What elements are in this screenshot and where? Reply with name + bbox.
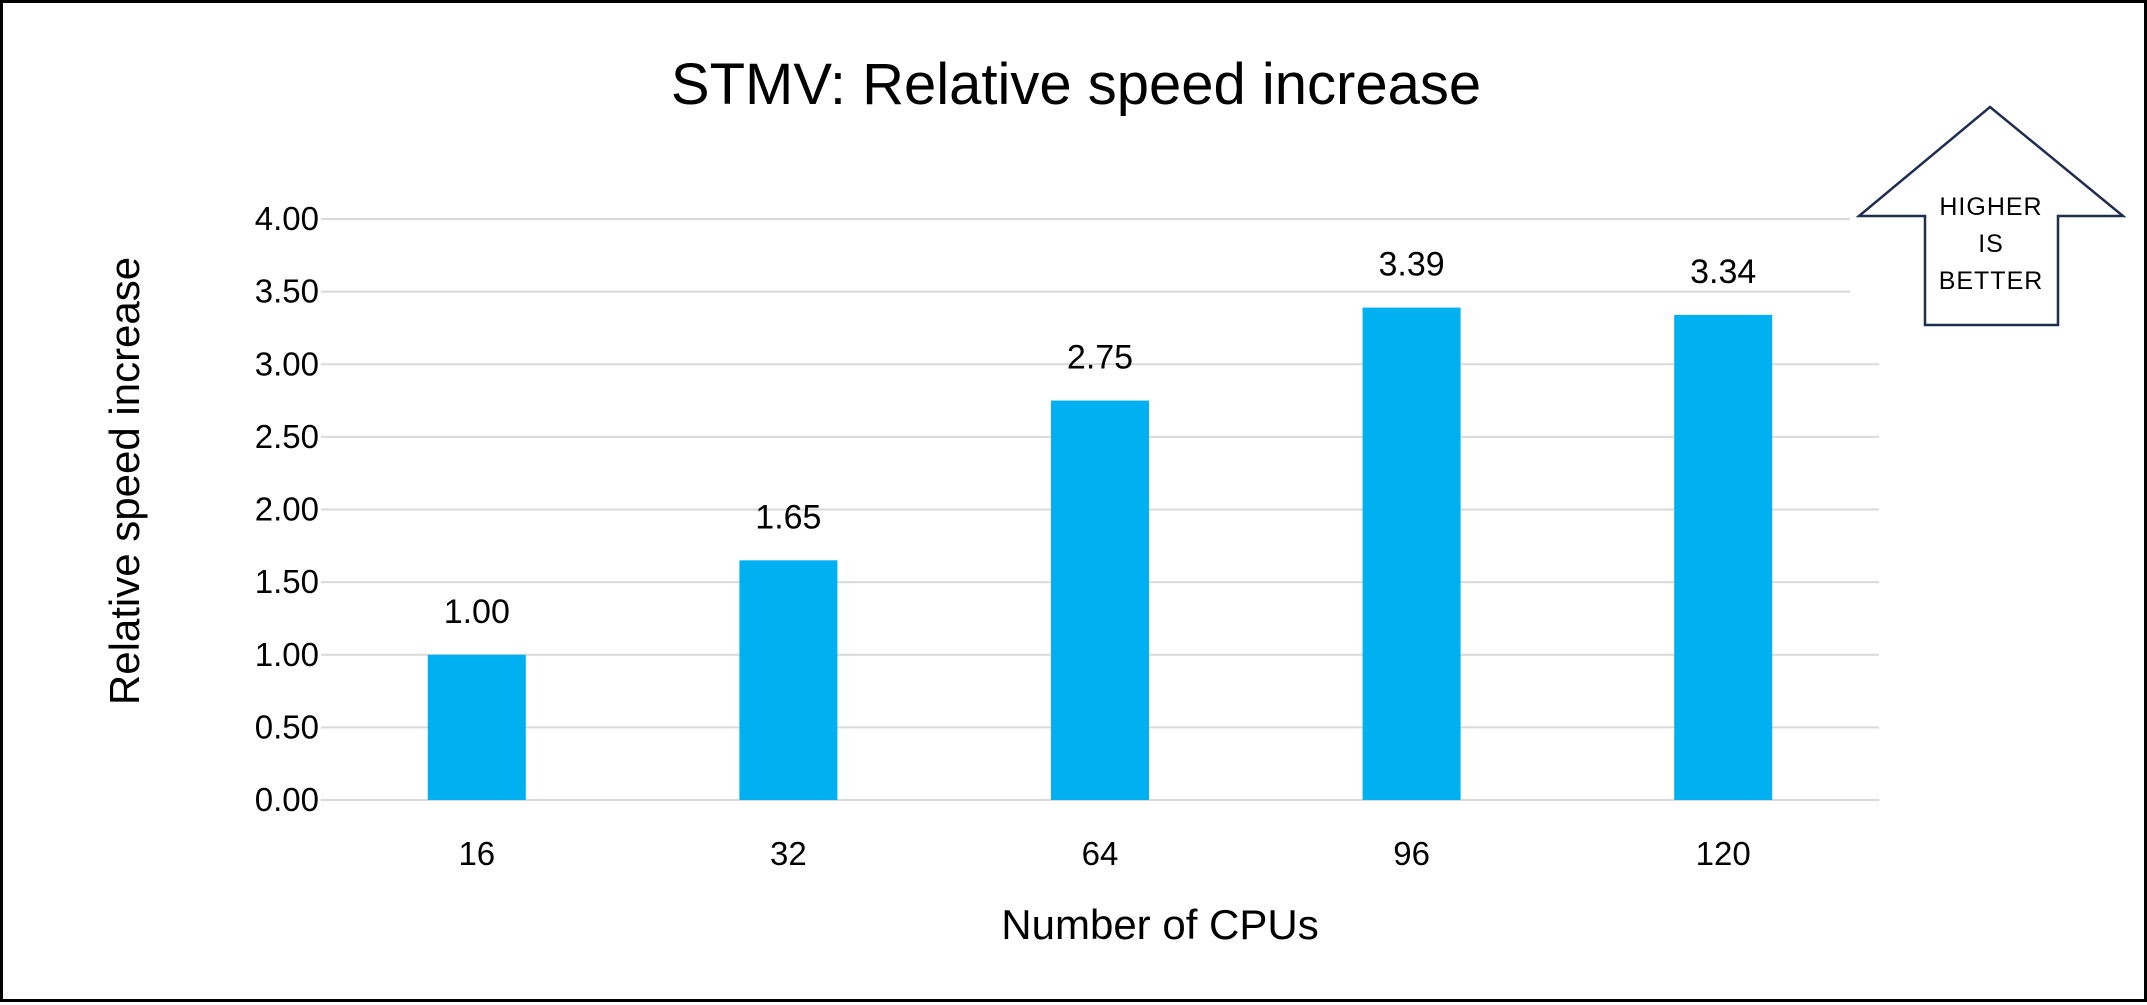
y-tick-label: 1.00 (255, 636, 319, 673)
y-tick-label: 2.00 (255, 491, 319, 528)
data-label: 1.65 (755, 498, 821, 536)
chart-title: STMV: Relative speed increase (671, 52, 1481, 117)
data-label: 2.75 (1067, 339, 1133, 377)
bar (1362, 307, 1461, 800)
higher-is-better-annotation: HIGHER IS BETTER (1855, 105, 2127, 327)
bar (1674, 314, 1773, 800)
y-tick-label: 4.00 (255, 200, 319, 237)
y-tick-label: 1.50 (255, 563, 319, 600)
y-tick-label: 3.50 (255, 273, 319, 310)
x-tick-label: 120 (1696, 835, 1751, 872)
data-labels: 1.00 1.65 2.75 3.39 3.34 (444, 246, 1757, 631)
x-tick-label: 16 (458, 835, 495, 872)
y-tick-label: 2.50 (255, 418, 319, 455)
y-tick-label: 0.00 (255, 781, 319, 818)
y-axis-title: Relative speed increase (101, 257, 148, 705)
annotation-line-2: IS (1978, 230, 2004, 258)
y-tick-labels: 0.00 0.50 1.00 1.50 2.00 2.50 3.00 3.50 4.00 (255, 200, 319, 818)
x-axis-title: Number of CPUs (1001, 901, 1318, 948)
annotation-line-1: HIGHER (1939, 193, 2042, 221)
bar (739, 560, 838, 800)
up-arrow-icon (1855, 105, 2127, 327)
x-tick-label: 64 (1082, 835, 1119, 872)
x-tick-label: 32 (770, 835, 807, 872)
data-label: 3.39 (1379, 246, 1445, 284)
annotation-line-3: BETTER (1939, 267, 2044, 295)
bars (427, 307, 1773, 800)
chart-svg: STMV: Relative speed increase 0.00 0.50 1.… (101, 52, 2127, 948)
data-label: 3.34 (1690, 253, 1756, 291)
y-tick-label: 0.50 (255, 708, 319, 745)
bar (1051, 400, 1149, 800)
x-tick-labels: 16 32 64 96 120 (458, 835, 1750, 872)
y-tick-label: 3.00 (255, 345, 319, 382)
data-label: 1.00 (444, 593, 510, 631)
x-tick-label: 96 (1393, 835, 1430, 872)
bar (427, 654, 526, 800)
